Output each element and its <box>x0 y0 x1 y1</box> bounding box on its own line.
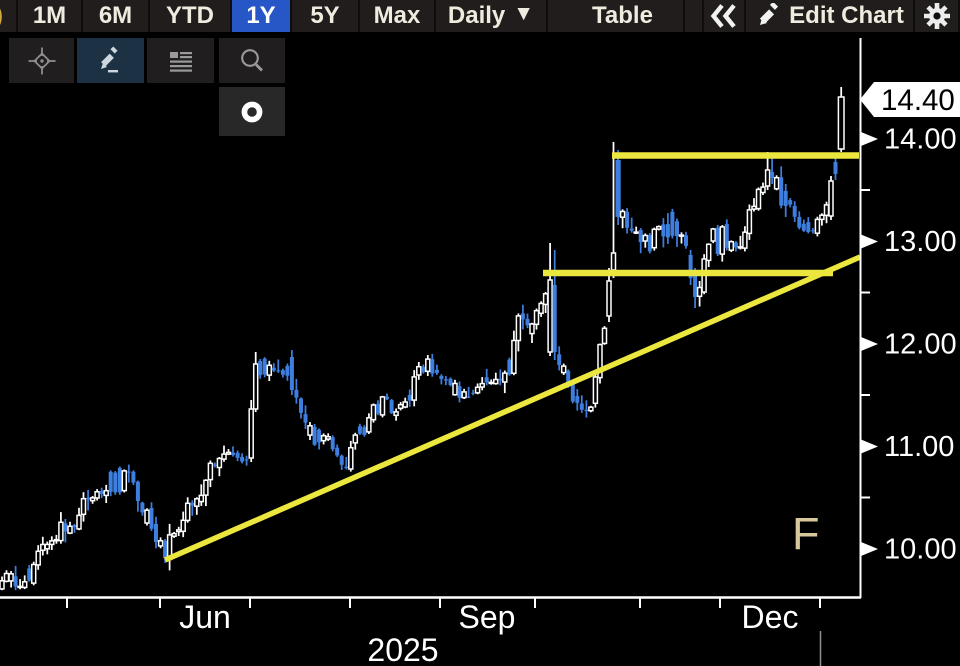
svg-text:11.00: 11.00 <box>884 431 954 463</box>
svg-text:Jun: Jun <box>179 599 231 635</box>
svg-text:12.00: 12.00 <box>884 329 957 361</box>
svg-text:14.40: 14.40 <box>881 84 955 117</box>
svg-text:14.00: 14.00 <box>884 124 957 156</box>
svg-text:13.00: 13.00 <box>884 226 957 258</box>
svg-text:2025: 2025 <box>367 632 438 666</box>
svg-text:10.00: 10.00 <box>884 534 957 566</box>
svg-text:Dec: Dec <box>742 599 799 635</box>
svg-text:F: F <box>792 508 820 559</box>
svg-text:Sep: Sep <box>459 599 516 635</box>
